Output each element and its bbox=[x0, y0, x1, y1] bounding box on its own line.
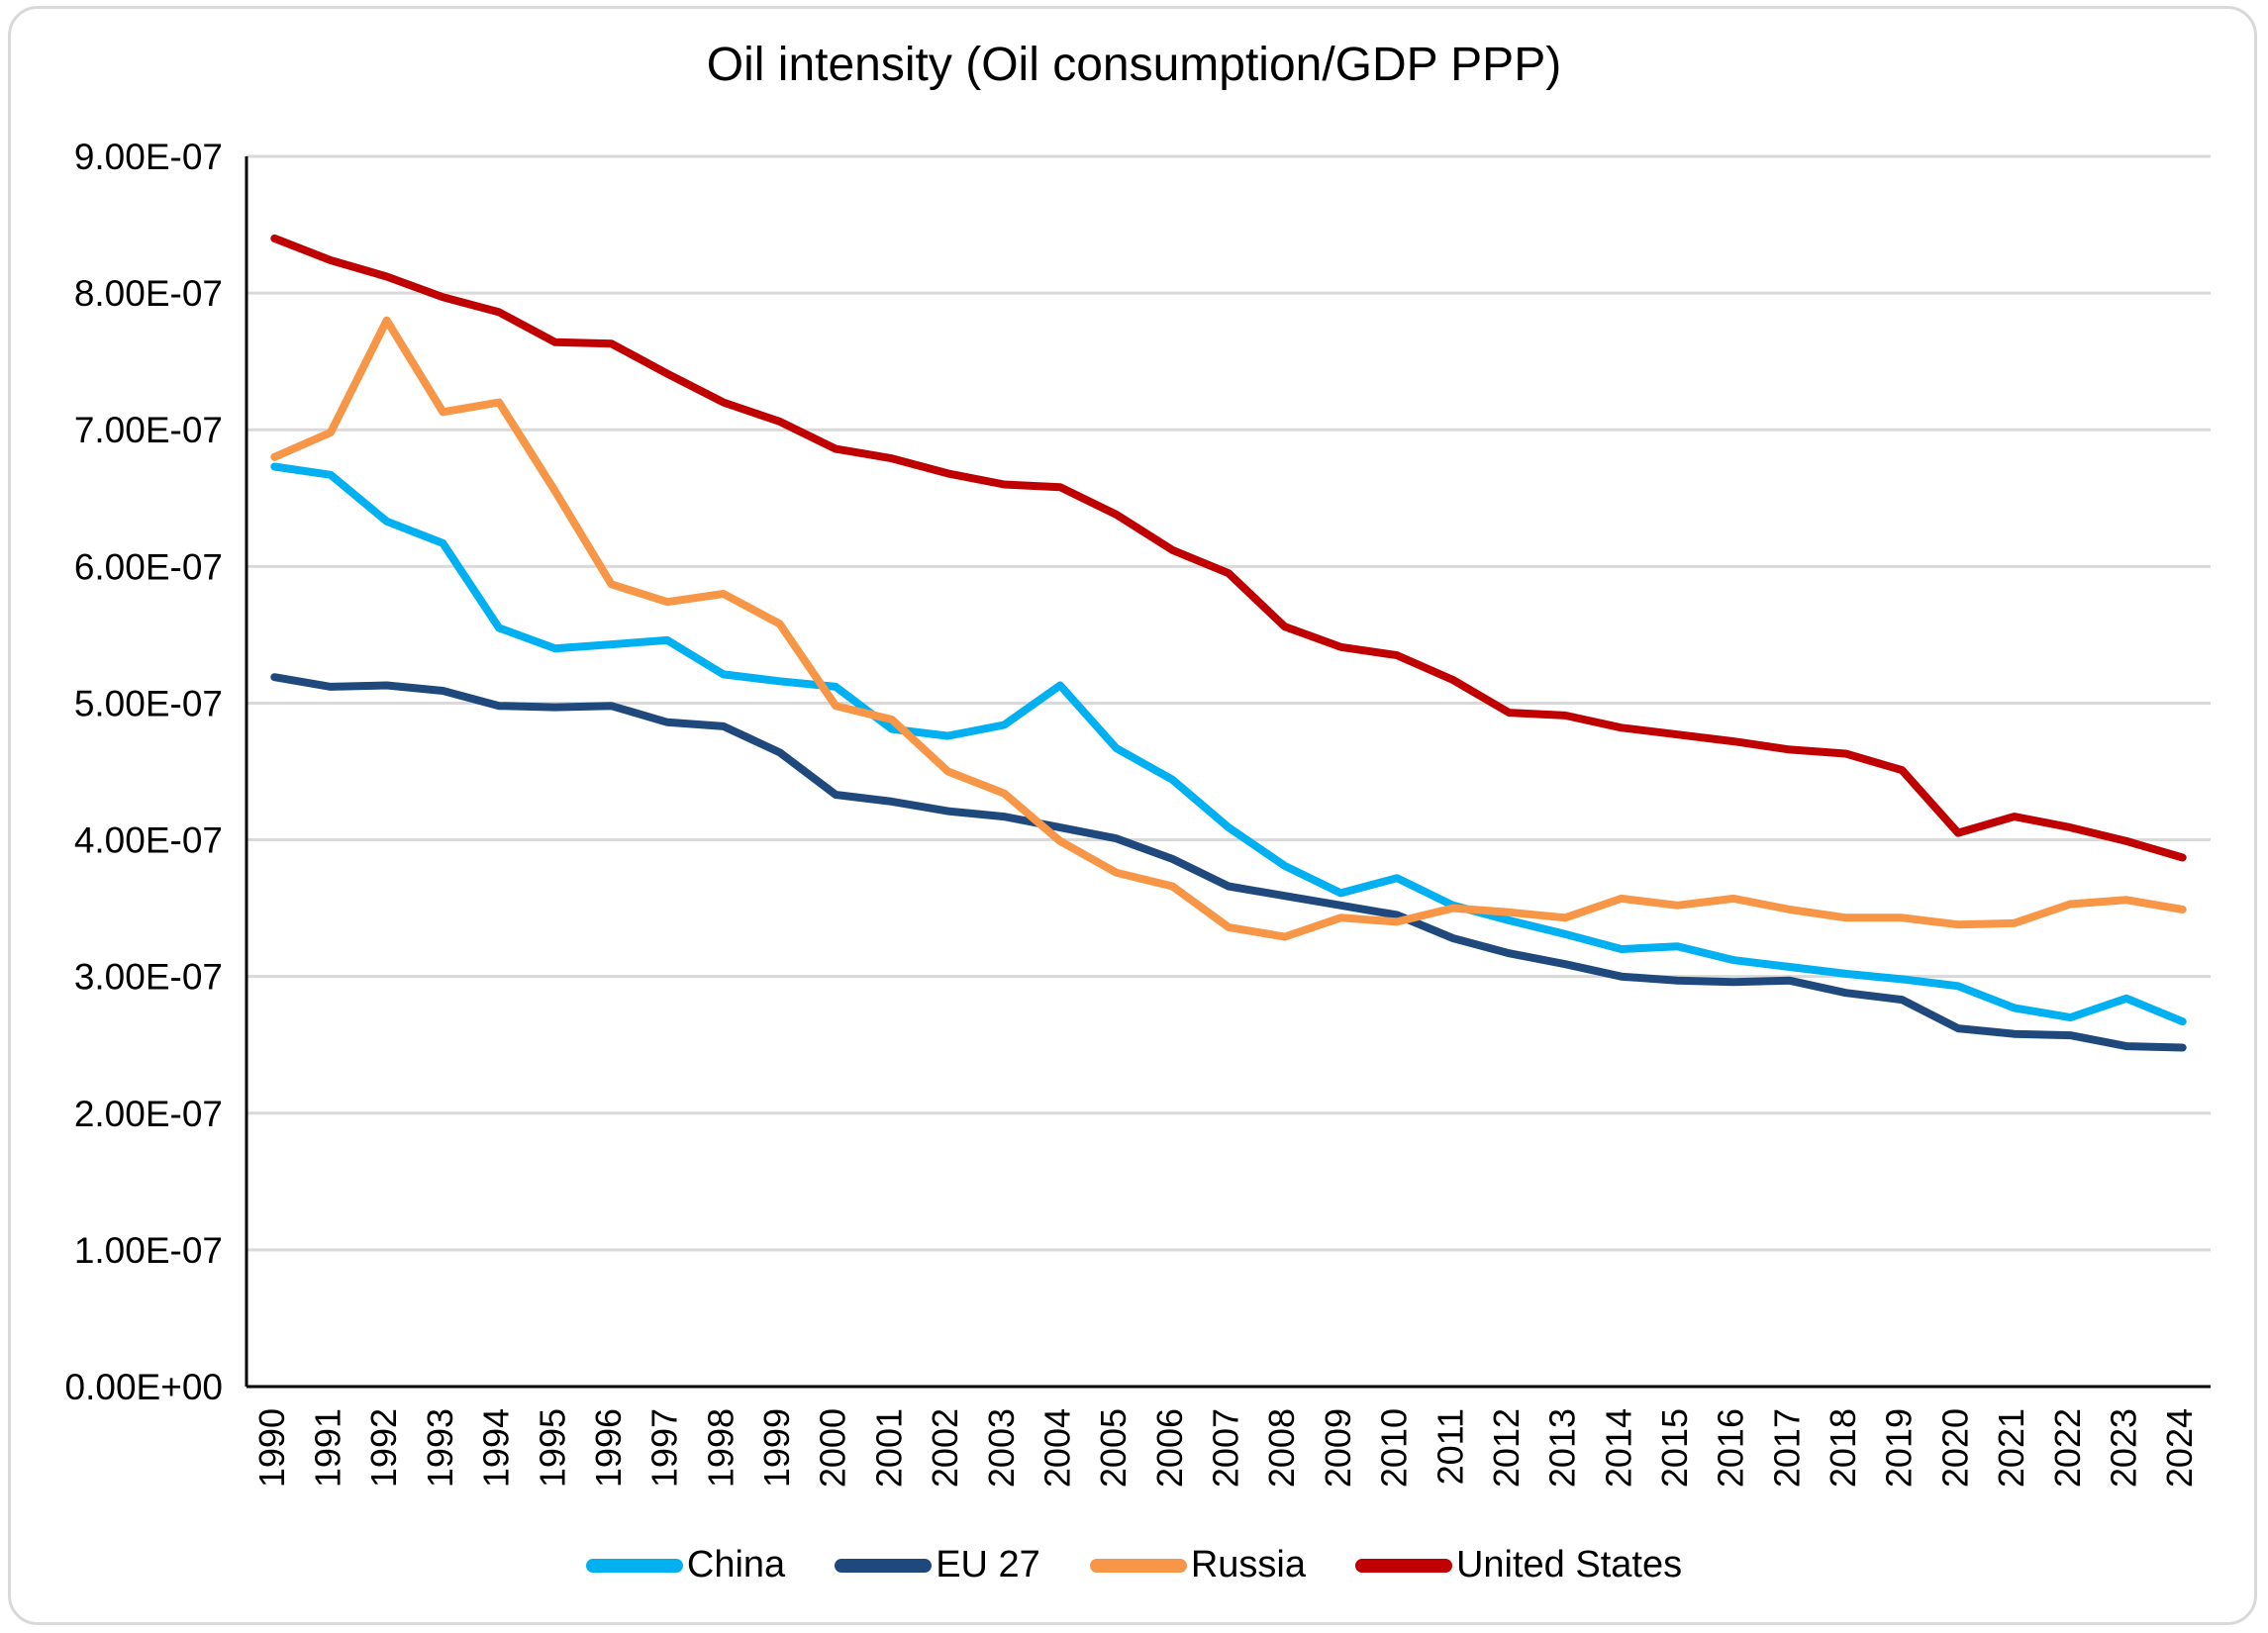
x-tick-label: 2014 bbox=[1598, 1408, 1638, 1488]
legend-swatch bbox=[1354, 1558, 1452, 1573]
x-tick-label: 2022 bbox=[2047, 1408, 2088, 1488]
legend-label: China bbox=[686, 1544, 786, 1585]
x-tick-label: 2011 bbox=[1430, 1408, 1470, 1485]
y-tick-label: 5.00E-07 bbox=[74, 683, 223, 723]
y-tick-label: 6.00E-07 bbox=[74, 546, 223, 587]
x-tick-label: 2019 bbox=[1879, 1408, 1920, 1488]
x-tick-label: 2006 bbox=[1149, 1408, 1190, 1488]
x-tick-label: 2021 bbox=[1991, 1408, 2031, 1488]
x-tick-label: 2003 bbox=[981, 1408, 1022, 1488]
y-tick-label: 4.00E-07 bbox=[74, 820, 223, 861]
x-tick-label: 1992 bbox=[363, 1408, 404, 1488]
legend: China EU 27 Russia United States bbox=[0, 1544, 2268, 1586]
x-tick-label: 1999 bbox=[756, 1408, 797, 1488]
legend-label: United States bbox=[1455, 1544, 1683, 1585]
x-tick-label: 2008 bbox=[1261, 1408, 1302, 1488]
x-tick-label: 1997 bbox=[644, 1408, 685, 1488]
x-tick-label: 1990 bbox=[251, 1408, 292, 1488]
x-tick-label: 2024 bbox=[2159, 1408, 2200, 1488]
x-tick-label: 2005 bbox=[1093, 1408, 1134, 1488]
legend-swatch bbox=[835, 1558, 933, 1573]
x-tick-label: 2007 bbox=[1206, 1408, 1246, 1488]
x-tick-label: 2017 bbox=[1766, 1408, 1807, 1488]
x-tick-label: 2004 bbox=[1036, 1408, 1077, 1488]
legend-item-russia: Russia bbox=[1089, 1544, 1306, 1586]
y-tick-label: 7.00E-07 bbox=[74, 410, 223, 450]
series-line-russia bbox=[270, 316, 2187, 941]
chart-title: Oil intensity (Oil consumption/GDP PPP) bbox=[706, 39, 1562, 91]
series-line-eu-27 bbox=[270, 673, 2187, 1052]
x-tick-label: 1993 bbox=[420, 1408, 460, 1488]
x-tick-label: 2000 bbox=[813, 1408, 853, 1488]
x-tick-label: 1995 bbox=[532, 1408, 572, 1488]
x-tick-label: 1994 bbox=[476, 1408, 517, 1488]
x-tick-label: 1991 bbox=[308, 1408, 348, 1488]
y-tick-label: 8.00E-07 bbox=[74, 273, 223, 314]
x-tick-label: 2018 bbox=[1823, 1408, 1863, 1488]
x-tick-label: 2012 bbox=[1486, 1408, 1527, 1488]
y-tick-label: 3.00E-07 bbox=[74, 957, 223, 998]
legend-item-united-states: United States bbox=[1354, 1544, 1683, 1586]
x-tick-label: 1996 bbox=[588, 1408, 629, 1488]
x-tick-label: 2020 bbox=[1934, 1408, 1975, 1488]
y-tick-label: 0.00E+00 bbox=[65, 1367, 223, 1407]
x-tick-label: 2009 bbox=[1318, 1408, 1358, 1488]
series-line-united-states bbox=[270, 234, 2187, 862]
y-tick-label: 9.00E-07 bbox=[74, 137, 223, 177]
legend-label: EU 27 bbox=[936, 1544, 1040, 1585]
legend-item-eu-27: EU 27 bbox=[835, 1544, 1040, 1586]
legend-item-china: China bbox=[585, 1544, 786, 1586]
legend-swatch bbox=[1089, 1558, 1187, 1573]
x-tick-label: 2001 bbox=[868, 1408, 909, 1488]
x-tick-label: 1998 bbox=[700, 1408, 740, 1488]
series-line-china bbox=[270, 462, 2187, 1026]
y-tick-label: 2.00E-07 bbox=[74, 1094, 223, 1134]
legend-label: Russia bbox=[1190, 1544, 1306, 1585]
x-tick-label: 2016 bbox=[1711, 1408, 1751, 1488]
x-tick-label: 2015 bbox=[1654, 1408, 1695, 1488]
x-tick-label: 2013 bbox=[1542, 1408, 1583, 1488]
legend-swatch bbox=[585, 1558, 683, 1573]
x-tick-label: 2002 bbox=[925, 1408, 965, 1488]
x-tick-label: 2010 bbox=[1374, 1408, 1415, 1488]
y-tick-label: 1.00E-07 bbox=[74, 1230, 223, 1271]
x-tick-label: 2023 bbox=[2103, 1408, 2143, 1488]
